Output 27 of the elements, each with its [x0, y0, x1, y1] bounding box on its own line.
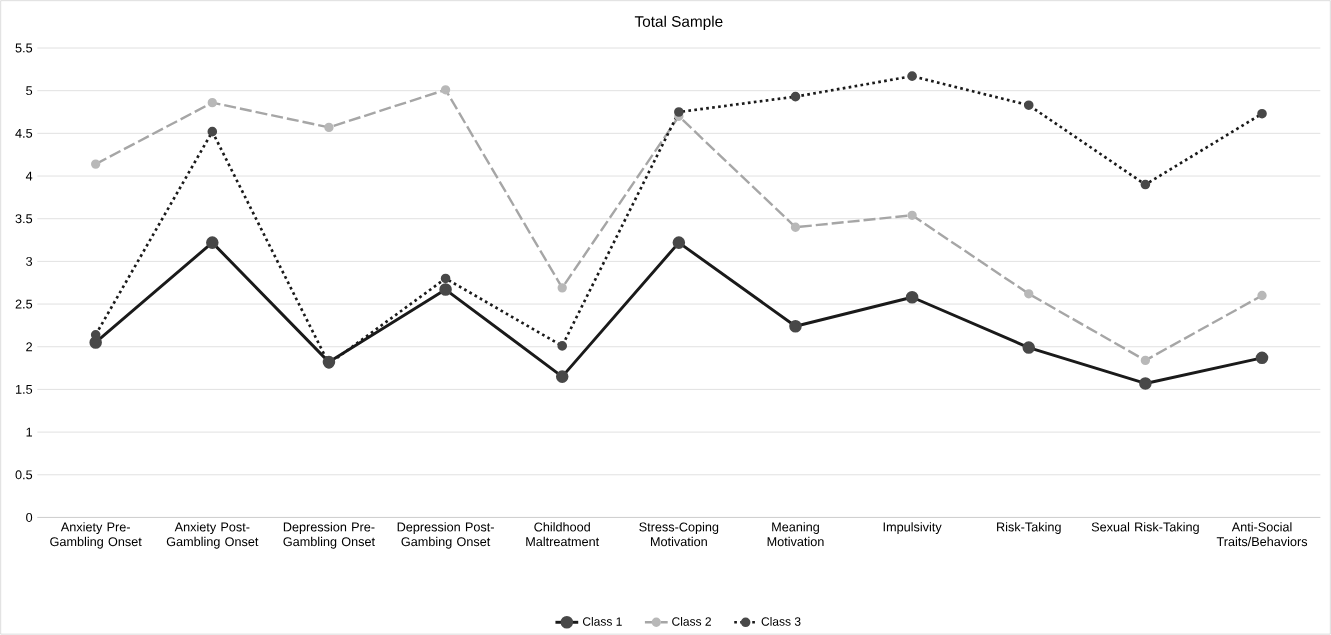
legend-label: Class 2 [672, 617, 711, 626]
x-tick-label: Anti-Social Traits/Behaviors [1216, 522, 1308, 547]
y-tick-label: 5.5 [15, 43, 33, 53]
y-tick-label: 0 [26, 513, 33, 523]
x-tick-label: Depression Post-Gambing Onset [397, 522, 494, 549]
legend-label: Class 3 [761, 617, 801, 626]
x-tick-label: Depression Pre-Gambling Onset [283, 522, 375, 549]
x-tick-label: Risk-Taking [997, 522, 1061, 535]
y-tick-label: 3 [26, 257, 33, 266]
x-tick-label: Impulsivity [883, 522, 942, 535]
x-tick-label: Meaning Motivation [767, 522, 824, 547]
y-tick-label: 1 [26, 427, 33, 437]
x-tick-label: Childhood Maltreatment [526, 522, 600, 547]
y-tick-label: 0.5 [15, 470, 33, 480]
y-tick-label: 2.5 [15, 299, 33, 309]
legend-label: Class 1 [582, 617, 622, 626]
y-tick-label: 5 [26, 86, 33, 96]
x-tick-label: Stress-Coping Motivation [639, 522, 719, 547]
y-tick-label: 4.5 [15, 129, 33, 138]
y-tick-label: 3.5 [15, 214, 33, 224]
x-tick-label: Sexual Risk-Taking [1091, 522, 1199, 535]
chart-title: Total Sample [634, 15, 723, 31]
y-tick-label: 1.5 [15, 385, 33, 394]
x-tick-label: Anxiety Post-Gambling Onset [166, 522, 259, 549]
y-tick-label: 2 [26, 342, 33, 352]
y-tick-label: 4 [25, 171, 33, 181]
x-tick-label: Anxiety Pre-Gambling Onset [50, 522, 142, 549]
